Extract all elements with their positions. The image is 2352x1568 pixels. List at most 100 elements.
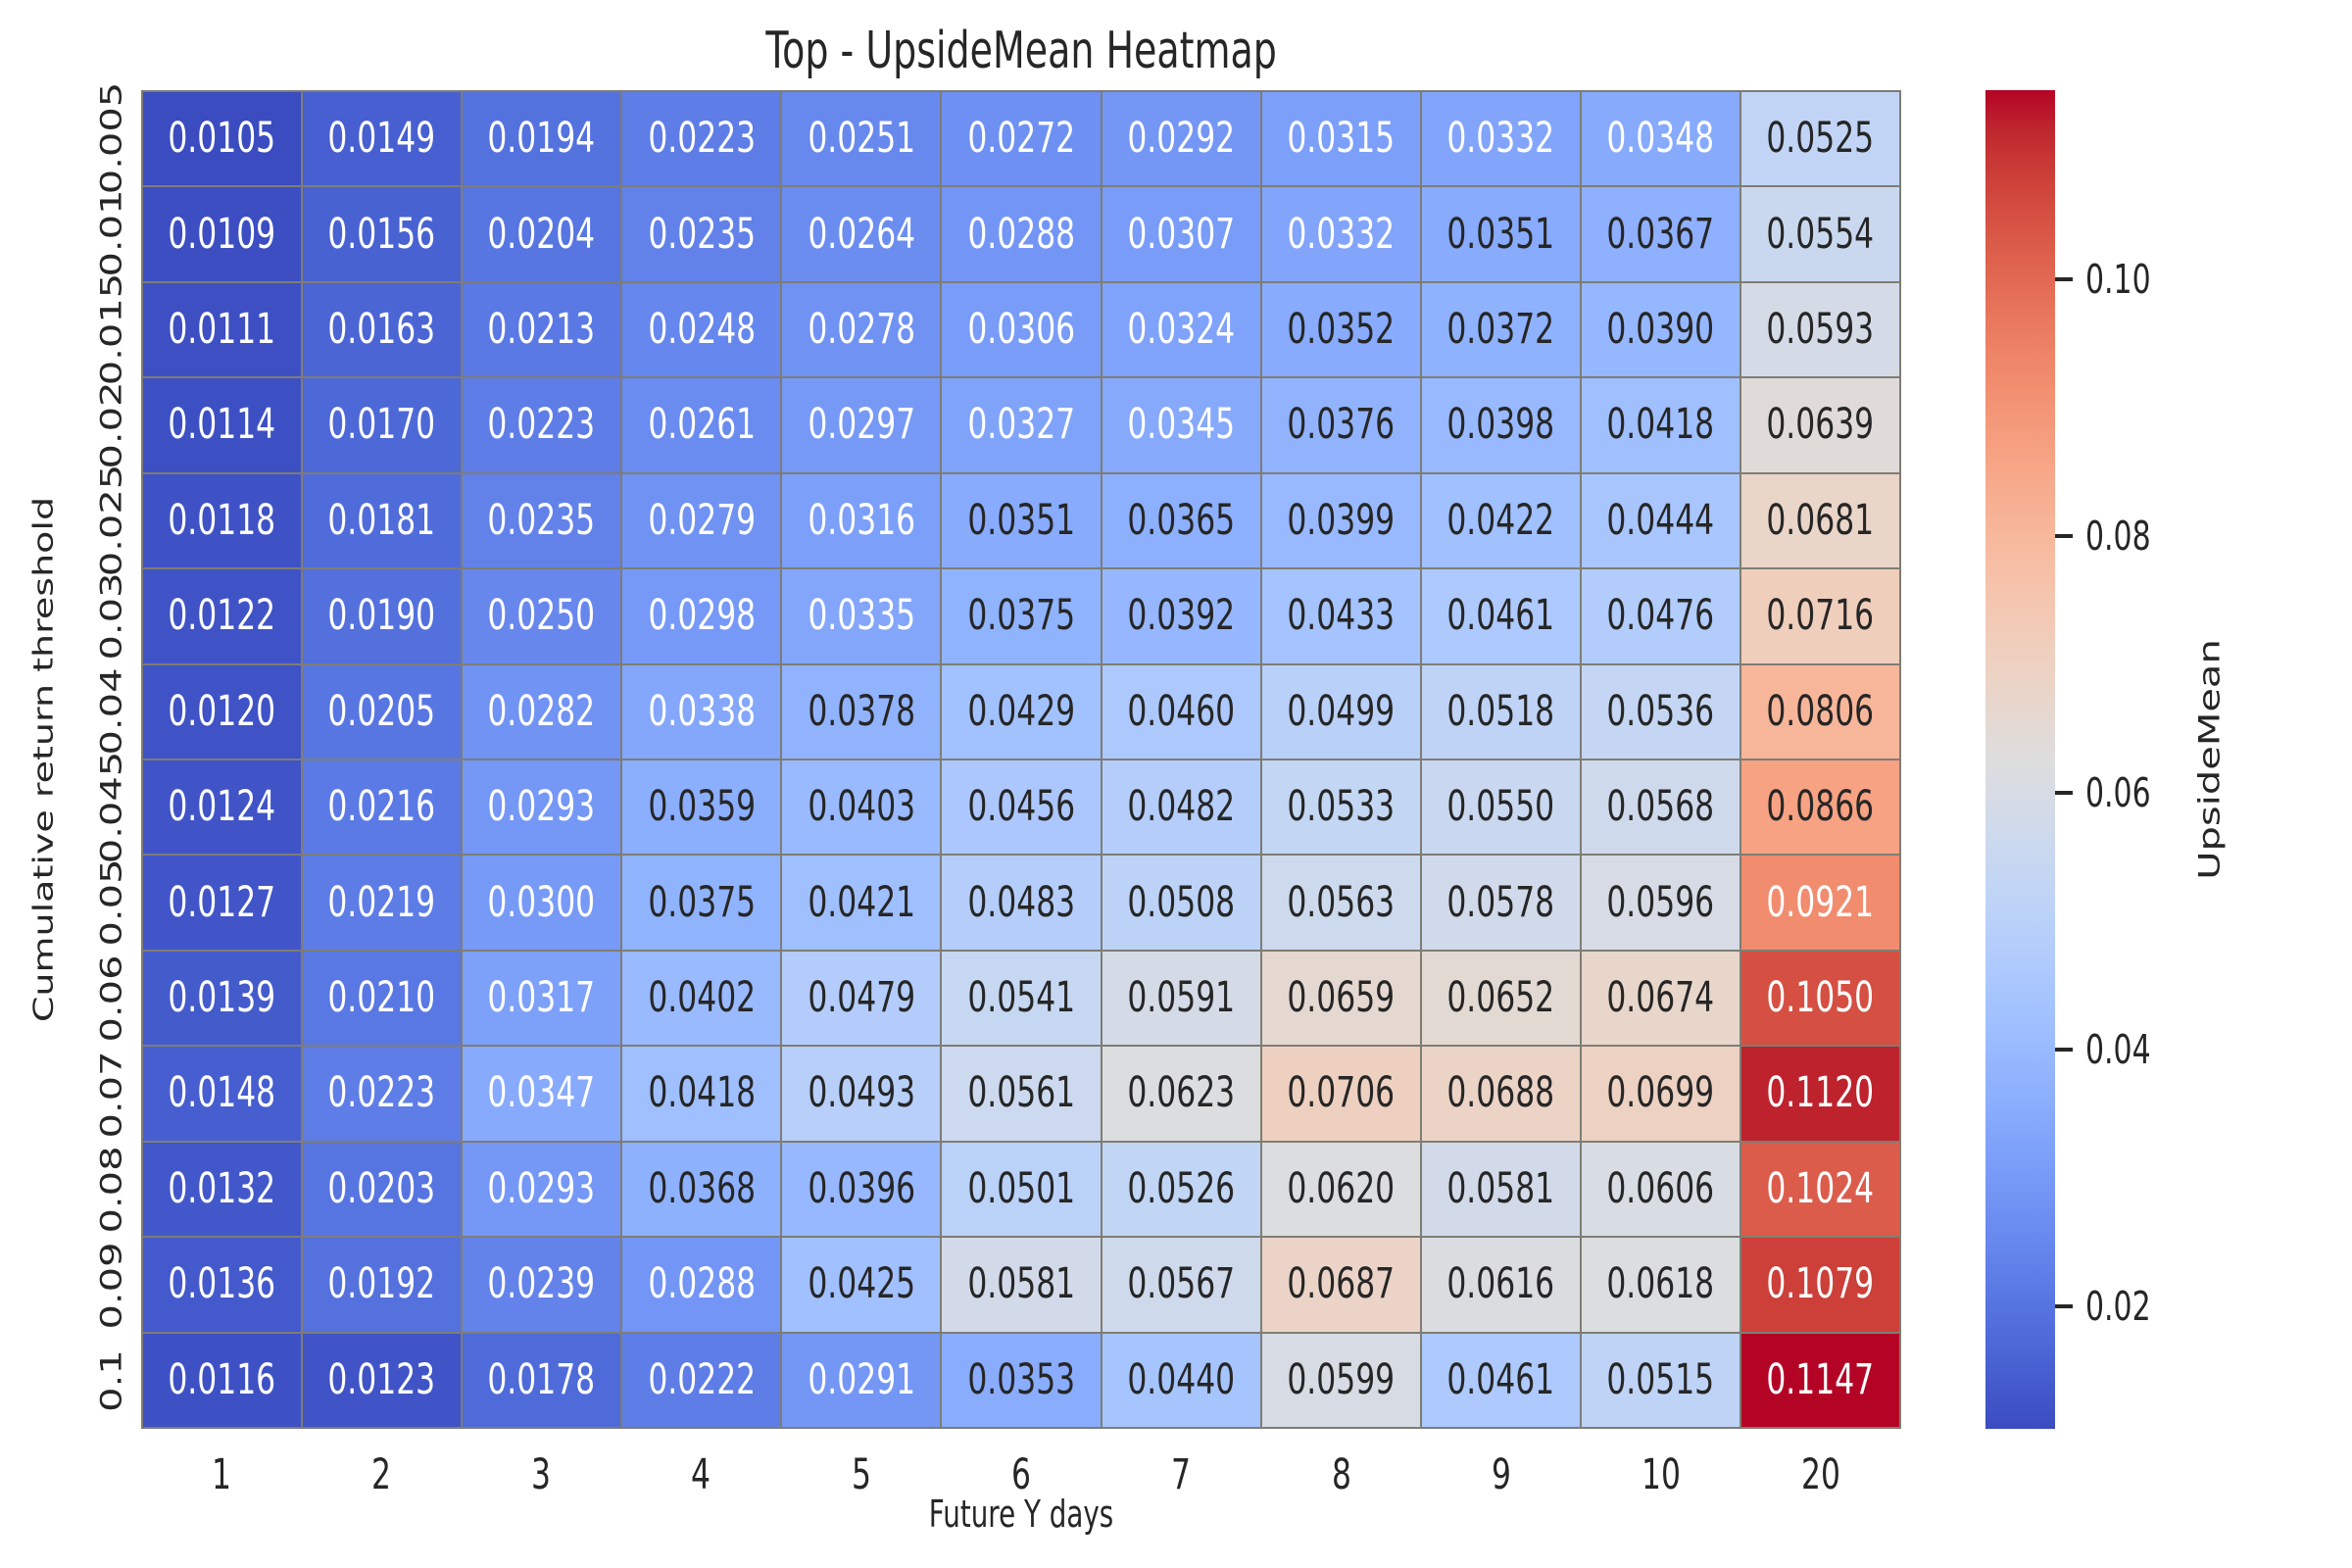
y-tick-label: 0.045: [95, 751, 128, 864]
x-tick-label: 6: [1011, 1450, 1031, 1499]
heatmap-cell: 0.0375: [942, 569, 1101, 663]
heatmap-cell: 0.0652: [1421, 951, 1580, 1046]
heatmap-cell: 0.0376: [1261, 378, 1420, 472]
heatmap-cell-value: 0.0620: [1287, 1163, 1396, 1213]
x-tick-label: 2: [370, 1450, 391, 1499]
heatmap-cell: 0.0639: [1740, 378, 1899, 472]
heatmap-cell: 0.0444: [1581, 473, 1740, 568]
y-tick-label: 0.07: [95, 1050, 128, 1139]
heatmap-cell: 0.0618: [1581, 1238, 1740, 1332]
heatmap-cell: 0.0616: [1421, 1238, 1580, 1332]
heatmap-cell-value: 0.0606: [1606, 1163, 1715, 1213]
heatmap-cell-value: 0.0591: [1127, 973, 1235, 1023]
y-tick-label: 0.08: [95, 1146, 128, 1234]
heatmap-cell: 0.0372: [1421, 282, 1580, 377]
heatmap-cell: 0.0378: [782, 664, 941, 759]
heatmap-cell: 0.0338: [622, 664, 781, 759]
heatmap-cell-value: 0.0219: [327, 877, 436, 927]
heatmap-cell-value: 0.0493: [807, 1068, 915, 1118]
heatmap-cell-value: 0.0194: [487, 114, 596, 164]
heatmap-cell: 0.0568: [1581, 760, 1740, 855]
heatmap-cell: 0.0282: [463, 664, 621, 759]
heatmap-cell: 0.0390: [1581, 282, 1740, 377]
heatmap-cell-value: 0.0368: [647, 1163, 756, 1213]
heatmap-cell: 0.0688: [1421, 1047, 1580, 1141]
heatmap-cell: 0.0272: [942, 92, 1101, 186]
heatmap-cell-value: 0.0111: [168, 305, 276, 355]
heatmap-cell: 0.0367: [1581, 187, 1740, 281]
heatmap-cell: 0.0461: [1421, 1333, 1580, 1427]
heatmap-cell: 0.0399: [1261, 473, 1420, 568]
heatmap-cell: 0.0681: [1740, 473, 1899, 568]
heatmap-cell-value: 0.0652: [1446, 973, 1555, 1023]
heatmap-cell: 0.0163: [303, 282, 462, 377]
heatmap-cell: 0.0806: [1740, 664, 1899, 759]
heatmap-cell-value: 0.0706: [1287, 1068, 1396, 1118]
heatmap-cell-value: 0.1147: [1766, 1354, 1875, 1404]
heatmap-cell-value: 0.0223: [647, 114, 756, 164]
heatmap-cell-value: 0.0422: [1446, 495, 1555, 545]
heatmap-cell-value: 0.0353: [967, 1354, 1075, 1404]
heatmap-cell-value: 0.0298: [647, 591, 756, 641]
heatmap-cell-value: 0.0687: [1287, 1259, 1396, 1309]
heatmap-cell: 0.0674: [1581, 951, 1740, 1046]
heatmap-cell: 0.0278: [782, 282, 941, 377]
heatmap-cell: 0.0599: [1261, 1333, 1420, 1427]
heatmap-cell-value: 0.0806: [1766, 686, 1875, 736]
x-tick-label: 1: [211, 1450, 231, 1499]
heatmap-cell: 0.0223: [622, 92, 781, 186]
heatmap-cell-value: 0.0223: [487, 400, 596, 450]
heatmap-cell-value: 0.0526: [1127, 1163, 1235, 1213]
heatmap-cell-value: 0.0399: [1287, 495, 1396, 545]
heatmap-cell: 0.0205: [303, 664, 462, 759]
heatmap-cell-value: 0.0639: [1766, 400, 1875, 450]
heatmap-cell-value: 0.0307: [1127, 209, 1235, 259]
heatmap-cell: 0.1079: [1740, 1238, 1899, 1332]
heatmap-cell: 0.0332: [1421, 92, 1580, 186]
heatmap-cell: 0.0659: [1261, 951, 1420, 1046]
heatmap-cell: 0.0515: [1581, 1333, 1740, 1427]
x-tick-label: 9: [1491, 1450, 1511, 1499]
heatmap-cell: 0.0248: [622, 282, 781, 377]
heatmap-cell-value: 0.0375: [967, 591, 1075, 641]
heatmap-cell: 0.0190: [303, 569, 462, 663]
heatmap-cell-value: 0.0376: [1287, 400, 1396, 450]
heatmap-cell: 0.0476: [1581, 569, 1740, 663]
heatmap-cell: 0.0293: [463, 1142, 621, 1237]
heatmap-cell: 0.0105: [143, 92, 302, 186]
heatmap-cell: 0.0293: [463, 760, 621, 855]
heatmap-cell-value: 0.0402: [647, 973, 756, 1023]
heatmap-cell-value: 0.0347: [487, 1068, 596, 1118]
x-tick-label: 20: [1801, 1450, 1841, 1499]
heatmap-cell-value: 0.0461: [1446, 591, 1555, 641]
heatmap-cell-value: 0.0178: [487, 1354, 596, 1404]
heatmap-cell: 0.0440: [1102, 1333, 1260, 1427]
heatmap-cell-value: 0.0518: [1446, 686, 1555, 736]
heatmap-cell-value: 0.0116: [168, 1354, 276, 1404]
heatmap-cell: 0.0235: [622, 187, 781, 281]
heatmap-cell: 0.0292: [1102, 92, 1260, 186]
heatmap-cell: 0.0351: [942, 473, 1101, 568]
heatmap-cell: 0.0563: [1261, 856, 1420, 950]
colorbar-tick-mark: [2055, 1048, 2073, 1053]
heatmap-cell: 0.0219: [303, 856, 462, 950]
heatmap-cell: 0.0508: [1102, 856, 1260, 950]
heatmap-cell-value: 0.0293: [487, 1163, 596, 1213]
heatmap-cell: 0.0148: [143, 1047, 302, 1141]
heatmap-cell-value: 0.0659: [1287, 973, 1396, 1023]
heatmap-cell-value: 0.0122: [168, 591, 276, 641]
heatmap-cell-value: 0.0398: [1446, 400, 1555, 450]
heatmap-cell: 0.1024: [1740, 1142, 1899, 1237]
y-tick-label: 0.01: [95, 189, 128, 277]
heatmap-cell-value: 0.0248: [647, 305, 756, 355]
heatmap-cell-value: 0.0216: [327, 782, 436, 832]
heatmap-cell: 0.0136: [143, 1238, 302, 1332]
heatmap-cell: 0.0213: [463, 282, 621, 377]
heatmap-cell: 0.0554: [1740, 187, 1899, 281]
heatmap-cell-value: 0.0541: [967, 973, 1075, 1023]
heatmap-cell: 0.0127: [143, 856, 302, 950]
heatmap-cell: 0.0479: [782, 951, 941, 1046]
heatmap-cell-value: 0.0433: [1287, 591, 1396, 641]
heatmap-cell-value: 0.0204: [487, 209, 596, 259]
heatmap-cell-value: 0.0181: [327, 495, 436, 545]
